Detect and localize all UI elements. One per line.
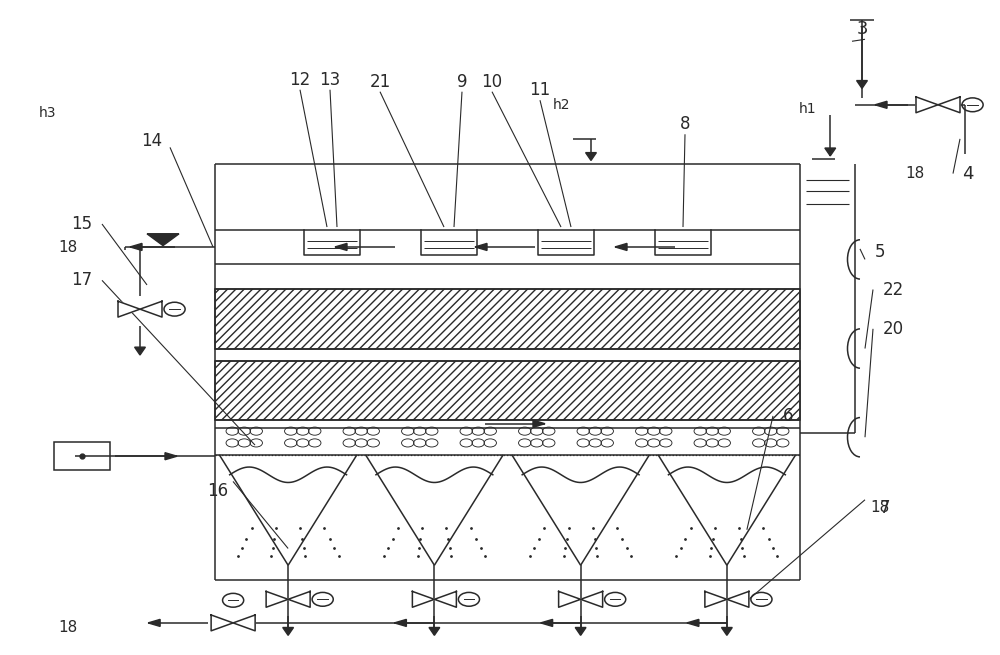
Text: 15: 15 (71, 215, 93, 233)
Polygon shape (429, 627, 440, 635)
Polygon shape (575, 627, 586, 635)
Text: 18: 18 (870, 500, 890, 515)
Text: 18: 18 (905, 166, 925, 181)
Polygon shape (130, 244, 142, 250)
Text: 13: 13 (319, 71, 341, 89)
Text: h2: h2 (553, 98, 571, 112)
Polygon shape (148, 620, 160, 626)
Polygon shape (412, 591, 434, 607)
Polygon shape (118, 301, 140, 317)
Polygon shape (215, 362, 800, 420)
Text: 20: 20 (882, 320, 904, 338)
Text: 16: 16 (207, 482, 229, 500)
Polygon shape (283, 627, 294, 635)
Polygon shape (875, 102, 887, 108)
Polygon shape (211, 615, 233, 631)
Polygon shape (581, 591, 603, 607)
Polygon shape (825, 148, 836, 156)
Polygon shape (394, 620, 406, 626)
Polygon shape (541, 620, 553, 626)
Text: 5: 5 (875, 243, 885, 261)
Polygon shape (288, 591, 310, 607)
Text: h1: h1 (799, 102, 817, 117)
Text: 11: 11 (529, 81, 551, 100)
Text: 22: 22 (882, 280, 904, 299)
Text: 14: 14 (141, 132, 163, 150)
Text: 3: 3 (856, 20, 868, 39)
Polygon shape (215, 288, 800, 349)
Text: 21: 21 (369, 73, 391, 91)
Text: 10: 10 (481, 73, 503, 91)
Text: 12: 12 (289, 71, 311, 89)
Polygon shape (916, 97, 938, 113)
Polygon shape (533, 420, 545, 427)
Text: 17: 17 (71, 271, 93, 290)
Polygon shape (705, 591, 727, 607)
Polygon shape (687, 620, 699, 626)
Text: h3: h3 (39, 105, 57, 120)
Polygon shape (147, 234, 179, 246)
Text: 9: 9 (457, 73, 467, 91)
Polygon shape (140, 301, 162, 317)
Polygon shape (721, 627, 732, 635)
Polygon shape (475, 244, 487, 250)
Text: 18: 18 (58, 240, 78, 255)
Bar (54, 443, 110, 470)
Polygon shape (434, 591, 456, 607)
Polygon shape (165, 453, 177, 460)
Polygon shape (586, 153, 596, 160)
Text: 18: 18 (58, 620, 78, 635)
Polygon shape (938, 97, 960, 113)
Polygon shape (727, 591, 749, 607)
Polygon shape (233, 615, 255, 631)
Text: 4: 4 (962, 164, 974, 183)
Polygon shape (135, 347, 145, 355)
Polygon shape (857, 81, 867, 88)
Text: 7: 7 (880, 498, 890, 517)
Polygon shape (266, 591, 288, 607)
Text: 8: 8 (680, 115, 690, 134)
Polygon shape (615, 244, 627, 250)
Polygon shape (335, 244, 347, 250)
Polygon shape (559, 591, 581, 607)
Text: 6: 6 (783, 407, 793, 425)
